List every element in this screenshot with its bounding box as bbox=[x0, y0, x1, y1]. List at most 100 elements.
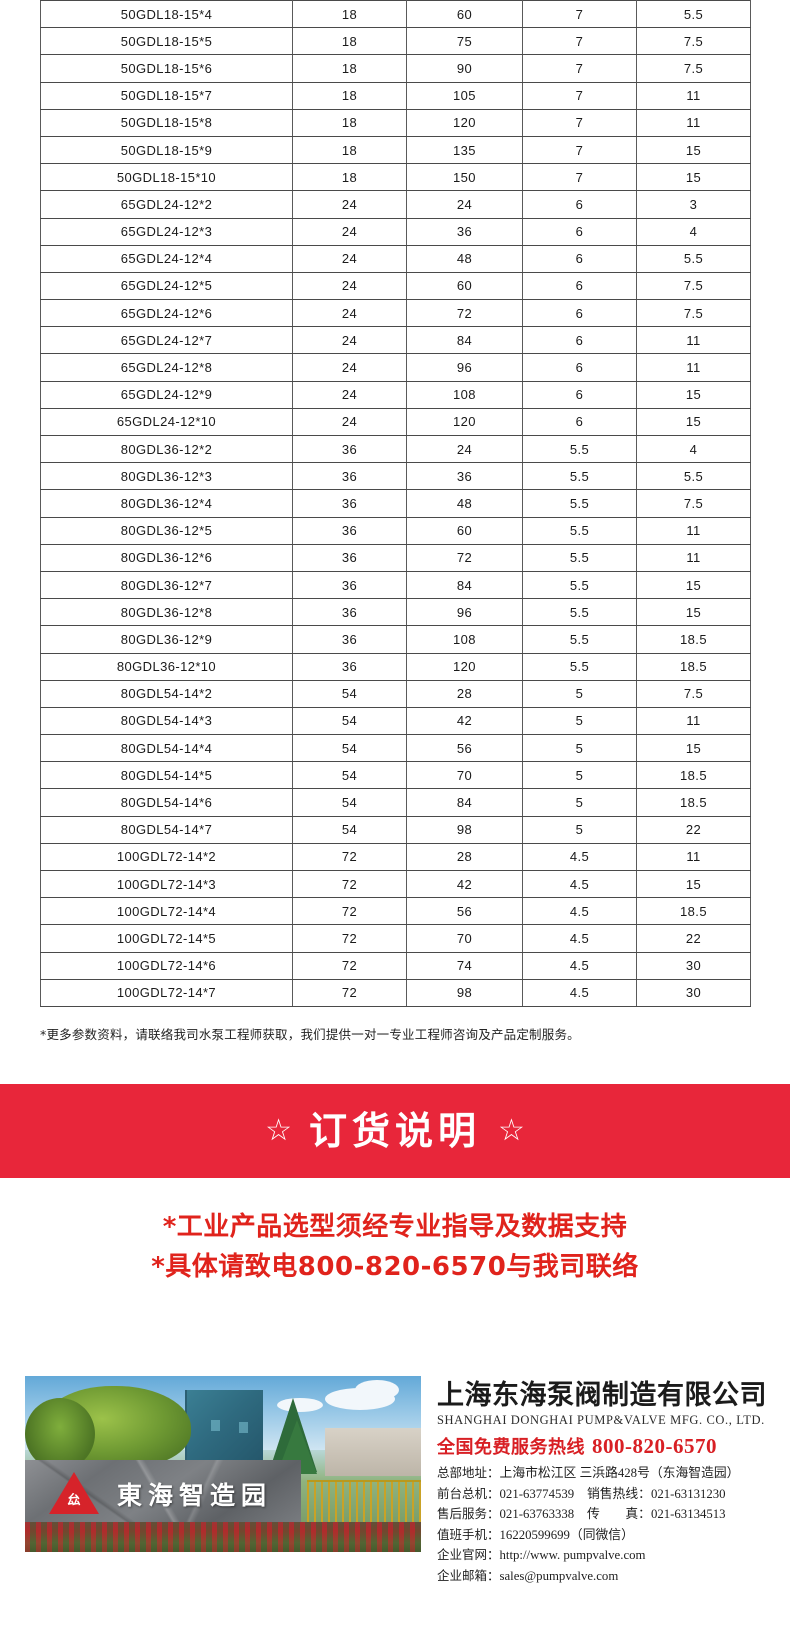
cell-value: 75 bbox=[406, 27, 523, 56]
company-logo-icon bbox=[49, 1472, 99, 1514]
table-row: 100GDL72-14*2 72 28 4.5 11 bbox=[40, 843, 751, 872]
contact-value: 021-63763338 传 真：021-63134513 bbox=[499, 1507, 726, 1522]
cell-value: 36 bbox=[406, 462, 523, 491]
cell-value: 18.5 bbox=[636, 897, 751, 926]
table-row: 80GDL36-12*2 36 24 5.5 4 bbox=[40, 435, 751, 464]
cell-model: 50GDL18-15*7 bbox=[40, 82, 293, 110]
banner-inner: ☆ 订货说明 ☆ bbox=[265, 1112, 525, 1150]
cell-value: 5.5 bbox=[636, 462, 751, 491]
cell-value: 60 bbox=[406, 0, 523, 29]
cell-value: 15 bbox=[636, 408, 751, 437]
table-row: 80GDL36-12*3 36 36 5.5 5.5 bbox=[40, 462, 751, 491]
cell-value: 18.5 bbox=[636, 788, 751, 817]
cell-value: 30 bbox=[636, 979, 751, 1007]
cell-value: 15 bbox=[636, 734, 751, 763]
cell-model: 50GDL18-15*10 bbox=[40, 163, 293, 192]
cell-value: 18 bbox=[292, 136, 407, 165]
cell-value: 36 bbox=[292, 517, 407, 545]
gate-fence bbox=[307, 1480, 421, 1522]
cell-value: 7 bbox=[522, 0, 637, 29]
cell-value: 24 bbox=[292, 299, 407, 328]
order-notice-block: *工业产品选型须经专业指导及数据支持 *具体请致电800-820-6570与我司… bbox=[0, 1208, 790, 1287]
cell-value: 5.5 bbox=[522, 517, 637, 545]
table-row: 65GDL24-12*9 24 108 6 15 bbox=[40, 381, 751, 409]
table-row: 80GDL54-14*4 54 56 5 15 bbox=[40, 734, 751, 763]
cell-model: 80GDL54-14*5 bbox=[40, 761, 293, 790]
contact-label: 值班手机： bbox=[437, 1526, 500, 1542]
table-row: 50GDL18-15*6 18 90 7 7.5 bbox=[40, 54, 751, 83]
contact-label: 企业邮箱： bbox=[437, 1567, 500, 1583]
order-instructions-banner: ☆ 订货说明 ☆ bbox=[0, 1084, 790, 1178]
cell-value: 5.5 bbox=[522, 598, 637, 627]
cell-value: 60 bbox=[406, 272, 523, 301]
table-row: 65GDL24-12*7 24 84 6 11 bbox=[40, 326, 751, 355]
table-row: 80GDL36-12*9 36 108 5.5 18.5 bbox=[40, 625, 751, 654]
cell-model: 100GDL72-14*7 bbox=[40, 979, 293, 1007]
cell-value: 24 bbox=[292, 245, 407, 273]
cell-value: 6 bbox=[522, 326, 637, 355]
table-row: 65GDL24-12*3 24 36 6 4 bbox=[40, 218, 751, 246]
spec-table-container: 50GDL18-15*4 18 60 7 5.5 50GDL18-15*5 18 75 7 7.5… bbox=[40, 0, 751, 1007]
cell-value: 54 bbox=[292, 680, 407, 708]
contact-line: 值班手机：16220599699（同微信） bbox=[437, 1525, 777, 1545]
cell-value: 6 bbox=[522, 408, 637, 437]
cell-value: 7 bbox=[522, 27, 637, 56]
cell-model: 80GDL36-12*5 bbox=[40, 517, 293, 545]
table-row: 80GDL36-12*10 36 120 5.5 18.5 bbox=[40, 653, 751, 681]
cell-value: 72 bbox=[292, 897, 407, 926]
star-left-icon: ☆ bbox=[265, 1114, 292, 1147]
cell-value: 24 bbox=[292, 190, 407, 219]
hotline-label: 全国免费服务热线 bbox=[437, 1437, 585, 1459]
cell-value: 3 bbox=[636, 190, 751, 219]
contact-label: 前台总机： bbox=[437, 1485, 500, 1501]
cell-value: 98 bbox=[406, 816, 523, 844]
building-window bbox=[239, 1422, 248, 1433]
cell-value: 11 bbox=[636, 707, 751, 736]
cell-value: 11 bbox=[636, 353, 751, 382]
banner-title: 订货说明 bbox=[308, 1109, 481, 1153]
cell-model: 65GDL24-12*9 bbox=[40, 381, 293, 409]
cell-model: 80GDL36-12*2 bbox=[40, 435, 293, 464]
tree-foliage bbox=[25, 1398, 95, 1470]
cell-model: 80GDL54-14*6 bbox=[40, 788, 293, 817]
contact-line: 前台总机：021-63774539 销售热线：021-63131230 bbox=[437, 1484, 777, 1504]
contact-line: 企业邮箱：sales@pumpvalve.com bbox=[437, 1566, 777, 1586]
table-row: 100GDL72-14*6 72 74 4.5 30 bbox=[40, 952, 751, 980]
cell-value: 7 bbox=[522, 163, 637, 192]
cell-value: 5 bbox=[522, 734, 637, 763]
company-name-en: SHANGHAI DONGHAI PUMP&VALVE MFG. CO., LT… bbox=[437, 1413, 765, 1428]
side-building bbox=[325, 1428, 421, 1476]
table-row: 80GDL36-12*4 36 48 5.5 7.5 bbox=[40, 489, 751, 518]
contact-value: sales@pumpvalve.com bbox=[499, 1568, 619, 1583]
stone-sign-text: 東海智造园 bbox=[117, 1481, 273, 1510]
cell-value: 5 bbox=[522, 788, 637, 817]
table-row: 50GDL18-15*5 18 75 7 7.5 bbox=[40, 27, 751, 56]
cell-value: 36 bbox=[292, 544, 407, 572]
cell-value: 4 bbox=[636, 435, 751, 464]
cell-value: 11 bbox=[636, 82, 751, 110]
cell-value: 36 bbox=[292, 598, 407, 627]
cell-model: 100GDL72-14*3 bbox=[40, 870, 293, 899]
cell-value: 11 bbox=[636, 544, 751, 572]
cell-model: 50GDL18-15*6 bbox=[40, 54, 293, 83]
cell-value: 72 bbox=[406, 544, 523, 572]
cell-value: 7 bbox=[522, 109, 637, 137]
cell-model: 80GDL54-14*3 bbox=[40, 707, 293, 736]
cell-model: 65GDL24-12*5 bbox=[40, 272, 293, 301]
contact-label: 企业官网： bbox=[437, 1547, 500, 1563]
cell-value: 5 bbox=[522, 761, 637, 790]
cell-value: 5 bbox=[522, 707, 637, 736]
cell-model: 100GDL72-14*5 bbox=[40, 924, 293, 953]
cell-value: 18 bbox=[292, 27, 407, 56]
cell-model: 65GDL24-12*6 bbox=[40, 299, 293, 328]
cell-value: 18 bbox=[292, 54, 407, 83]
cell-model: 80GDL54-14*7 bbox=[40, 816, 293, 844]
table-row: 80GDL36-12*6 36 72 5.5 11 bbox=[40, 544, 751, 572]
cell-value: 5.5 bbox=[522, 653, 637, 681]
table-row: 50GDL18-15*4 18 60 7 5.5 bbox=[40, 0, 751, 29]
cell-value: 5 bbox=[522, 680, 637, 708]
cell-value: 36 bbox=[292, 489, 407, 518]
cell-value: 4.5 bbox=[522, 843, 637, 872]
cell-value: 15 bbox=[636, 571, 751, 600]
table-row: 80GDL36-12*8 36 96 5.5 15 bbox=[40, 598, 751, 627]
